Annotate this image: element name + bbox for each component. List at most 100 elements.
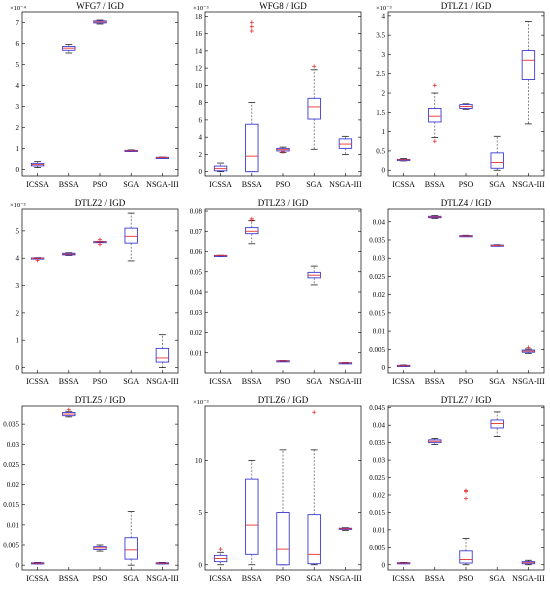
chart-panel: DTLZ5 / IGD 0 0.005 0.01 0.015 0.02 0.025 0.03 0…: [0, 394, 183, 591]
chart-title: DTLZ4 / IGD: [441, 198, 492, 208]
outlier-marker: [249, 24, 254, 29]
box-pso: [93, 237, 107, 247]
iqr-box: [307, 97, 321, 120]
x-category-label: ICSSA: [209, 180, 232, 189]
box-pso: [93, 544, 107, 552]
y-tick-label: 0.03: [190, 309, 203, 317]
box-sga: [124, 212, 138, 262]
box-nsga-iii: [338, 135, 353, 155]
outlier-marker: [249, 28, 254, 33]
y-tick-label: 0.01: [373, 526, 386, 534]
box-pso: [93, 19, 107, 25]
x-category-label: SGA: [306, 180, 322, 189]
x-category-label: BSSA: [425, 574, 445, 583]
y-tick-label: 0.025: [369, 273, 385, 281]
x-category-label: SGA: [123, 574, 139, 583]
box-nsga-iii: [155, 561, 170, 565]
chart-title: WFG8 / IGD: [259, 1, 307, 11]
chart-svg: WFG7 / IGD ×10⁻⁴ 0 1 2 3 4 5 6 7 ICSSA BSSA PSO SGA NS…: [10, 1, 179, 189]
y-tick-label: 0.02: [373, 291, 386, 299]
chart-title: DTLZ5 / IGD: [75, 395, 126, 405]
box-sga: [307, 265, 321, 286]
y-multiplier-label: ×10⁻³: [193, 5, 209, 12]
outlier-marker: [218, 547, 223, 552]
x-category-label: BSSA: [242, 180, 262, 189]
y-tick-label: 0: [382, 167, 386, 175]
y-tick-label: 0.005: [3, 542, 19, 550]
plot-frame: [387, 11, 545, 177]
y-tick-label: 0.02: [7, 481, 20, 489]
outlier-marker: [464, 496, 468, 501]
iqr-box: [521, 50, 536, 80]
iqr-box: [459, 550, 473, 564]
x-category-label: ICSSA: [26, 574, 49, 583]
box-sga: [124, 149, 138, 152]
y-tick-label: 12: [195, 65, 203, 73]
y-tick-label: 0.06: [190, 248, 203, 256]
outlier-marker: [432, 139, 437, 144]
box-icssa: [213, 547, 228, 566]
plot-frame: [21, 11, 179, 177]
y-tick-label: 0.08: [190, 208, 203, 216]
y-tick-label: 16: [195, 30, 203, 38]
box-icssa: [396, 364, 411, 367]
y-tick-label: 0.03: [373, 255, 386, 263]
plot-frame: [204, 208, 362, 374]
x-category-label: NSGA-III: [329, 377, 362, 386]
iqr-box: [307, 514, 321, 565]
y-tick-label: 2: [16, 124, 20, 132]
chart-panel: DTLZ7 / IGD 0 0.005 0.01 0.015 0.02 0.025 0.03 0…: [366, 394, 549, 591]
y-tick-label: 1.5: [376, 109, 385, 117]
x-category-label: NSGA-III: [512, 574, 545, 583]
x-category-label: SGA: [489, 377, 505, 386]
box-sga: [490, 135, 504, 171]
x-category-label: ICSSA: [392, 574, 415, 583]
y-tick-label: 0.015: [369, 309, 385, 317]
box-sga: [124, 511, 138, 566]
box-nsga-iii: [338, 527, 353, 531]
iqr-box: [245, 478, 259, 555]
y-tick-label: 5: [16, 61, 20, 69]
chart-panel: DTLZ4 / IGD 0 0.005 0.01 0.015 0.02 0.025 0.03 0…: [366, 197, 549, 394]
box-pso: [276, 360, 290, 363]
y-tick-label: 0.035: [369, 439, 385, 447]
y-tick-label: 2: [16, 309, 20, 317]
box-nsga-iii: [521, 345, 536, 354]
x-category-label: SGA: [306, 377, 322, 386]
y-multiplier-label: ×10⁻⁴: [10, 5, 27, 12]
chart-svg: DTLZ2 / IGD ×10⁻³ 0 1 2 3 4 5 ICSSA BSSA PSO SGA NSG…: [10, 198, 179, 386]
x-category-label: NSGA-III: [146, 180, 179, 189]
y-multiplier-label: ×10⁻³: [193, 399, 209, 406]
x-category-label: PSO: [459, 574, 474, 583]
y-tick-label: 4: [382, 12, 386, 20]
plot-frame: [21, 208, 179, 374]
chart-svg: WFG8 / IGD ×10⁻³ 0 2 4 6 8 10 12 14 16 18 ICSSA BSSA P…: [193, 1, 362, 189]
chart-panel: DTLZ3 / IGD 0.01 0.02 0.03 0.04 0.05 0.06 0.07 0…: [183, 197, 366, 394]
y-tick-label: 0.025: [3, 461, 19, 469]
chart-title: WFG7 / IGD: [76, 1, 124, 11]
y-tick-label: 0.02: [190, 329, 203, 337]
plot-frame: [387, 208, 545, 374]
box-bssa: [428, 215, 442, 219]
y-tick-label: 0.01: [373, 328, 386, 336]
x-category-label: BSSA: [59, 574, 79, 583]
outlier-marker: [312, 64, 317, 69]
chart-svg: DTLZ4 / IGD 0 0.005 0.01 0.015 0.02 0.025 0.03 0…: [369, 198, 545, 386]
chart-svg: DTLZ7 / IGD 0 0.005 0.01 0.015 0.02 0.025 0.03 0…: [369, 395, 545, 583]
y-tick-label: 6: [16, 40, 20, 48]
chart-svg: DTLZ5 / IGD 0 0.005 0.01 0.015 0.02 0.025 0.03 0…: [3, 395, 179, 583]
chart-panel: DTLZ2 / IGD ×10⁻³ 0 1 2 3 4 5 ICSSA BSSA PSO SGA NSG…: [0, 197, 183, 394]
box-bssa: [428, 438, 442, 445]
x-category-label: PSO: [459, 377, 474, 386]
x-category-label: SGA: [489, 574, 505, 583]
x-category-label: ICSSA: [26, 377, 49, 386]
y-tick-label: 0.005: [369, 544, 385, 552]
y-tick-label: 0.015: [3, 501, 19, 509]
iqr-box: [124, 537, 138, 560]
x-category-label: BSSA: [59, 377, 79, 386]
y-tick-label: 6: [199, 116, 203, 124]
y-tick-label: 3: [382, 51, 386, 59]
x-category-label: BSSA: [59, 180, 79, 189]
box-pso: [276, 146, 290, 154]
x-category-label: PSO: [93, 180, 108, 189]
